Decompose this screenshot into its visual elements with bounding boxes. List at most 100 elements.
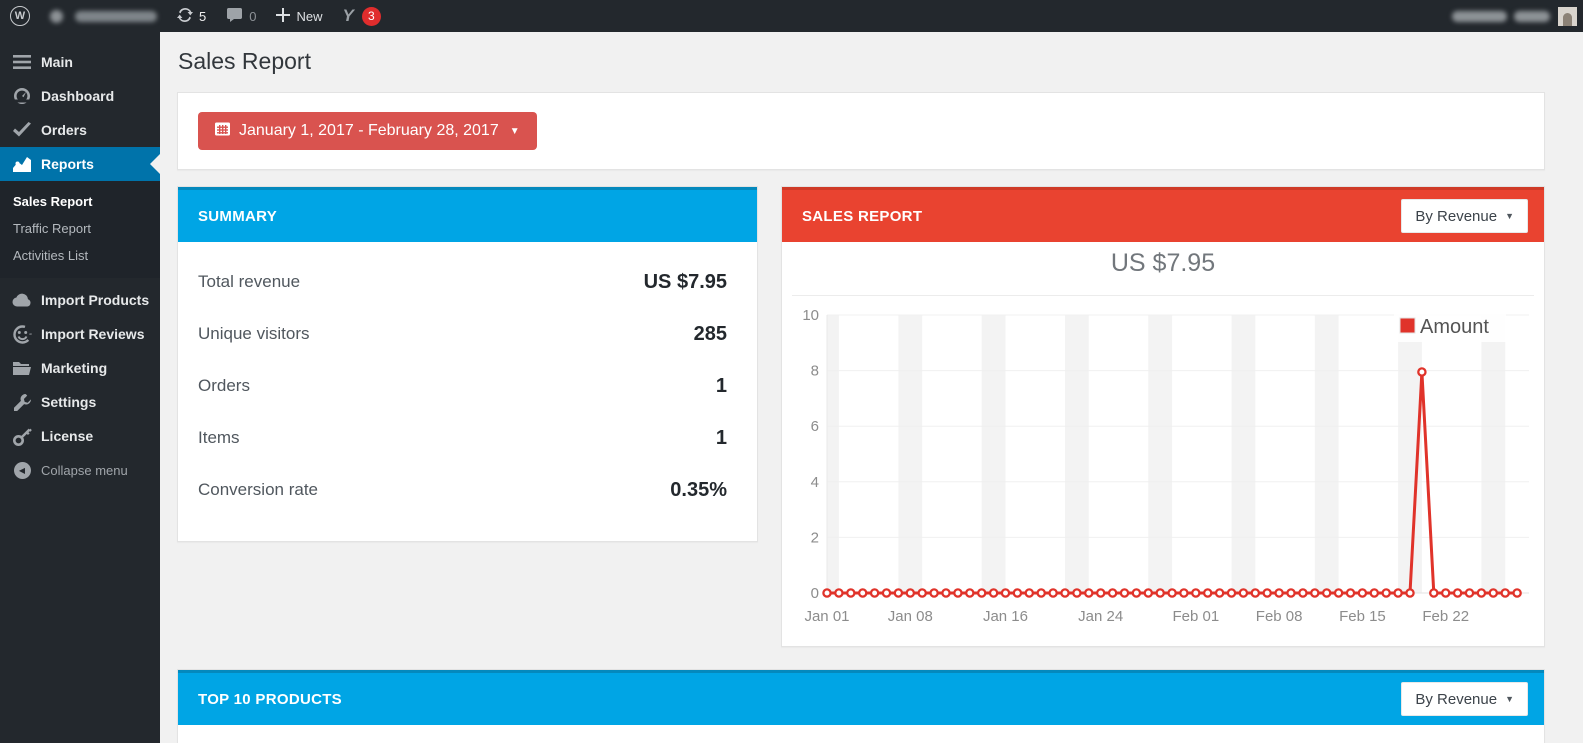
chart-x-tick-label: Feb 22 bbox=[1422, 608, 1469, 625]
chart-area-icon bbox=[12, 154, 32, 174]
howdy-text-redacted bbox=[1452, 10, 1507, 22]
top-products-by-revenue-dropdown[interactable]: By Revenue ▼ bbox=[1401, 682, 1528, 716]
plus-icon bbox=[276, 7, 291, 25]
summary-rows: Total revenue US $7.95 Unique visitors 2… bbox=[178, 242, 757, 516]
chart-x-tick-label: Jan 01 bbox=[804, 608, 849, 625]
summary-panel-title: SUMMARY bbox=[198, 207, 278, 225]
sidebar-item-label: Reports bbox=[41, 156, 94, 172]
chart-data-point bbox=[1155, 588, 1165, 598]
wordpress-logo[interactable]: W bbox=[0, 0, 40, 32]
reports-submenu: Sales Report Traffic Report Activities L… bbox=[0, 181, 160, 278]
by-revenue-label: By Revenue bbox=[1415, 207, 1498, 225]
avatar bbox=[1558, 6, 1577, 26]
sidebar-item-label: Import Reviews bbox=[41, 326, 145, 342]
chart-data-point bbox=[1405, 588, 1415, 598]
chart-data-point bbox=[1131, 588, 1142, 598]
chart-data-point bbox=[1095, 588, 1106, 598]
chart-data-point bbox=[1286, 588, 1296, 598]
chart-data-point bbox=[1191, 588, 1201, 598]
sidebar-item-label: Marketing bbox=[41, 360, 108, 376]
summary-row-value: US $7.95 bbox=[643, 270, 727, 293]
sales-chart-area: 0 2 4 6 8 10 Jan 01 Jan 08 Jan 16 Jan 24 Feb 01 Feb… bbox=[790, 299, 1538, 644]
sidebar-item-settings[interactable]: Settings bbox=[0, 385, 160, 419]
chart-data-point bbox=[1357, 588, 1368, 598]
collapse-arrow-icon: ◀ bbox=[12, 460, 32, 480]
chart-data-point bbox=[1298, 588, 1308, 598]
new-label: New bbox=[296, 8, 323, 24]
chart-data-point bbox=[941, 588, 951, 598]
comments-icon bbox=[226, 7, 243, 26]
chart-weekend-band bbox=[1481, 315, 1506, 593]
chart-data-point bbox=[1429, 588, 1439, 598]
chart-data-point bbox=[893, 588, 904, 598]
site-name-menu[interactable] bbox=[40, 0, 167, 32]
new-content-menu[interactable]: New bbox=[266, 0, 332, 32]
sidebar-item-main[interactable]: Main bbox=[0, 45, 160, 79]
chart-data-point bbox=[869, 588, 880, 598]
sales-report-panel-title: SALES REPORT bbox=[802, 207, 923, 225]
account-menu[interactable] bbox=[1452, 6, 1583, 26]
chart-data-point bbox=[1084, 588, 1094, 598]
chart-data-point bbox=[1024, 588, 1035, 598]
chart-weekend-band bbox=[1231, 315, 1256, 593]
submenu-item-sales-report[interactable]: Sales Report bbox=[0, 188, 160, 215]
submenu-item-traffic-report[interactable]: Traffic Report bbox=[0, 215, 160, 242]
chart-data-point bbox=[1393, 588, 1403, 598]
chart-data-point bbox=[1072, 588, 1082, 598]
submenu-item-activities-list[interactable]: Activities List bbox=[0, 242, 160, 269]
sidebar-item-label: Import Products bbox=[41, 292, 150, 308]
chart-y-tick-label: 0 bbox=[811, 585, 819, 602]
chart-data-point bbox=[1202, 588, 1213, 598]
submenu-item-label: Traffic Report bbox=[13, 221, 92, 236]
chart-data-point bbox=[1476, 588, 1487, 598]
comments-count: 0 bbox=[249, 8, 257, 24]
date-range-label: January 1, 2017 - February 28, 2017 bbox=[239, 122, 499, 139]
sidebar-item-label: Main bbox=[41, 54, 73, 70]
wrench-icon bbox=[12, 392, 32, 412]
sales-report-panel: SALES REPORT By Revenue ▼ US $7.95 0 2 4 6 8… bbox=[781, 186, 1545, 647]
collapse-menu-button[interactable]: ◀ Collapse menu bbox=[0, 453, 160, 487]
comments-menu[interactable]: 0 bbox=[216, 0, 266, 32]
sales-by-revenue-dropdown[interactable]: By Revenue ▼ bbox=[1401, 199, 1528, 233]
page-title: Sales Report bbox=[178, 48, 311, 74]
chart-data-point bbox=[1512, 588, 1522, 598]
collapse-menu-label: Collapse menu bbox=[41, 462, 128, 478]
chart-data-point bbox=[1226, 588, 1237, 598]
caret-down-icon: ▼ bbox=[509, 125, 520, 137]
summary-row-label: Unique visitors bbox=[198, 324, 310, 343]
sidebar-item-orders[interactable]: Orders bbox=[0, 113, 160, 147]
chart-x-tick-label: Feb 15 bbox=[1339, 608, 1386, 625]
chart-data-point bbox=[965, 588, 975, 598]
chart-weekend-band bbox=[898, 315, 923, 593]
sidebar-item-import-reviews[interactable]: Import Reviews bbox=[0, 317, 160, 351]
summary-row: Items 1 bbox=[178, 412, 757, 464]
yoast-seo-menu[interactable]: Y 3 bbox=[332, 0, 390, 32]
sidebar-item-label: License bbox=[41, 428, 94, 444]
chart-title: US $7.95 bbox=[1110, 249, 1216, 277]
folder-icon bbox=[12, 358, 32, 378]
sidebar-item-marketing[interactable]: Marketing bbox=[0, 351, 160, 385]
summary-row-label: Items bbox=[198, 428, 240, 447]
dashboard-gauge-icon bbox=[12, 86, 32, 106]
date-filter-panel: January 1, 2017 - February 28, 2017 ▼ bbox=[177, 92, 1545, 170]
chart-data-point bbox=[1119, 588, 1130, 598]
chart-data-point bbox=[1250, 588, 1261, 598]
sidebar-item-import-products[interactable]: Import Products bbox=[0, 283, 160, 317]
chart-weekend-band bbox=[981, 315, 1006, 593]
date-range-button[interactable]: January 1, 2017 - February 28, 2017 ▼ bbox=[198, 112, 537, 150]
menu-icon bbox=[12, 52, 32, 72]
wordpress-logo-icon: W bbox=[10, 6, 30, 26]
sidebar-item-dashboard[interactable]: Dashboard bbox=[0, 79, 160, 113]
key-icon bbox=[12, 426, 32, 446]
chart-data-point bbox=[1310, 588, 1320, 598]
summary-row: Orders 1 bbox=[178, 360, 757, 412]
chart-data-point bbox=[1345, 588, 1356, 598]
admin-sidebar: Main Dashboard Orders Reports Sales Repo… bbox=[0, 32, 160, 743]
updates-menu[interactable]: 5 bbox=[167, 0, 216, 32]
sidebar-item-license[interactable]: License bbox=[0, 419, 160, 453]
caret-down-icon: ▼ bbox=[1505, 694, 1514, 704]
site-name-redacted bbox=[75, 10, 157, 22]
sidebar-item-reports[interactable]: Reports bbox=[0, 147, 160, 181]
chart-data-point bbox=[929, 588, 939, 598]
chart-data-point bbox=[1488, 588, 1499, 598]
